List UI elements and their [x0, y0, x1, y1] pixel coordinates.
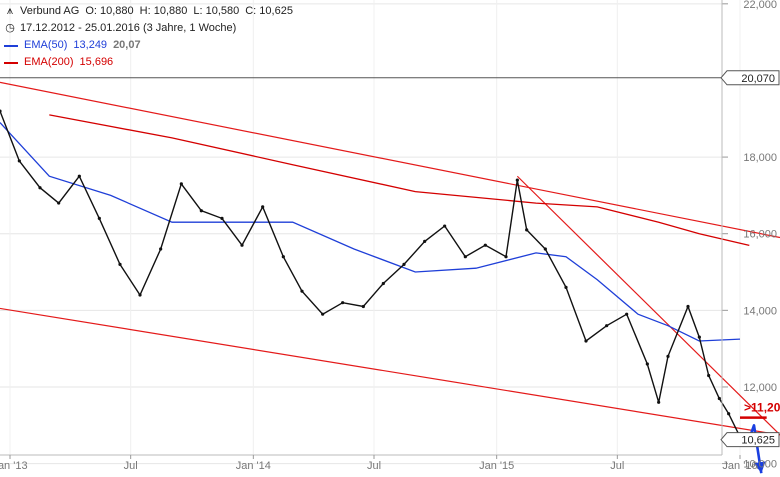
- price-label-box-1: [720, 432, 780, 448]
- price-label-box-0: [720, 70, 780, 86]
- price-line: [0, 110, 757, 442]
- price-point-31: [605, 324, 609, 328]
- price-point-36: [686, 304, 690, 309]
- price-point-22: [443, 224, 447, 228]
- price-point-26: [515, 178, 519, 182]
- price-point-21: [423, 239, 427, 243]
- price-point-3: [57, 201, 61, 205]
- price-point-16: [321, 312, 325, 316]
- price-point-40: [727, 412, 731, 416]
- price-point-37: [697, 335, 701, 339]
- price-point-32: [625, 312, 629, 316]
- price-point-29: [564, 285, 568, 289]
- price-point-28: [543, 247, 547, 251]
- ema50-label: EMA(50): [24, 39, 68, 51]
- instrument-name: Verbund AG: [20, 5, 80, 17]
- x-tick-label-4: Jan '15: [479, 460, 514, 472]
- ema200-legend: EMA(200) 15,696: [4, 54, 299, 71]
- price-point-39: [717, 396, 721, 401]
- range-row: ◷ 17.12.2012 - 25.01.2016 (3 Jahre, 1 Wo…: [4, 20, 299, 37]
- price-point-10: [199, 209, 203, 213]
- price-point-14: [281, 255, 285, 259]
- y-tick-label-1: 12,000: [743, 382, 777, 394]
- price-point-20: [402, 262, 406, 266]
- ema50-swatch: [4, 44, 18, 47]
- price-point-13: [261, 205, 265, 209]
- ema50-line: [0, 122, 741, 342]
- x-tick-label-0: Jan '13: [0, 460, 28, 472]
- y-tick-label-0: 10,000: [743, 459, 777, 471]
- chart-type-icon: ⩚: [6, 5, 14, 17]
- price-point-0: [0, 109, 2, 113]
- legend: ⩚ Verbund AG O: 10,880 H: 10,880 L: 10,5…: [4, 3, 299, 71]
- price-point-2: [38, 186, 42, 190]
- y-tick-label-2: 14,000: [743, 305, 777, 317]
- price-series: [0, 109, 758, 443]
- price-point-5: [97, 216, 101, 220]
- price-point-38: [707, 373, 711, 378]
- gridlines: [0, 0, 741, 465]
- price-point-18: [361, 304, 365, 309]
- price-point-19: [381, 281, 385, 286]
- ema50-series: [0, 122, 741, 342]
- y-tick-label-4: 18,000: [743, 152, 777, 164]
- close-value: C: 10,625: [245, 5, 293, 17]
- trendline-1: [516, 175, 780, 436]
- trendline-2: [0, 307, 780, 436]
- trendline-0: [0, 81, 780, 239]
- price-point-27: [525, 228, 529, 232]
- price-point-4: [77, 174, 81, 178]
- price-point-12: [240, 243, 244, 247]
- low-value: L: 10,580: [193, 5, 240, 17]
- ema200-series: [49, 114, 750, 247]
- price-point-17: [341, 301, 345, 305]
- price-point-30: [584, 339, 588, 343]
- ema200-value: 15,696: [79, 56, 114, 68]
- forecast-arrow-head: [753, 461, 766, 474]
- x-axis: Jan '13 Jul Jan '14 Jul Jan '15 Jul Jan '16: [0, 454, 758, 472]
- x-tick-label-5: Jul: [610, 460, 624, 472]
- price-point-6: [118, 262, 122, 266]
- y-tick-label-3: 16,000: [743, 229, 777, 241]
- y-axis: 10,000 12,000 14,000 16,000 18,000 22,000: [721, 0, 777, 471]
- price-point-1: [17, 159, 21, 163]
- ema50-legend: EMA(50) 13,249 20,07: [4, 37, 299, 54]
- ema200-swatch: [4, 61, 18, 64]
- x-tick-label-2: Jan '14: [236, 460, 271, 472]
- ema50-value: 13,249: [73, 39, 108, 51]
- open-value: O: 10,880: [85, 5, 134, 17]
- price-point-24: [483, 243, 487, 247]
- ema50-extra: 20,07: [113, 39, 141, 51]
- y-tick-label-5: 22,000: [743, 0, 777, 11]
- price-point-7: [138, 293, 142, 297]
- ema200-line: [49, 114, 750, 247]
- price-point-11: [220, 216, 224, 220]
- price-point-8: [159, 247, 163, 251]
- target-label: >11,20: [744, 401, 780, 415]
- header-row: ⩚ Verbund AG O: 10,880 H: 10,880 L: 10,5…: [4, 3, 299, 20]
- x-tick-label-6: Jan '16: [722, 460, 757, 472]
- x-tick-label-3: Jul: [367, 460, 381, 472]
- date-range: 17.12.2012 - 25.01.2016 (3 Jahre, 1 Woch…: [20, 22, 237, 34]
- price-point-34: [657, 400, 661, 404]
- price-point-9: [179, 182, 183, 186]
- price-point-25: [504, 255, 508, 259]
- clock-icon: ◷: [5, 22, 15, 34]
- price-labels: 20,070 10,625: [720, 70, 780, 448]
- price-label-1: 10,625: [741, 435, 775, 447]
- price-label-0: 20,070: [741, 73, 775, 85]
- trendlines: [0, 81, 780, 436]
- high-value: H: 10,880: [139, 5, 188, 17]
- price-point-23: [463, 255, 467, 259]
- ema200-label: EMA(200): [24, 56, 74, 68]
- price-point-15: [300, 289, 304, 293]
- x-tick-label-1: Jul: [124, 460, 138, 472]
- price-point-33: [645, 362, 649, 366]
- price-point-35: [666, 354, 670, 358]
